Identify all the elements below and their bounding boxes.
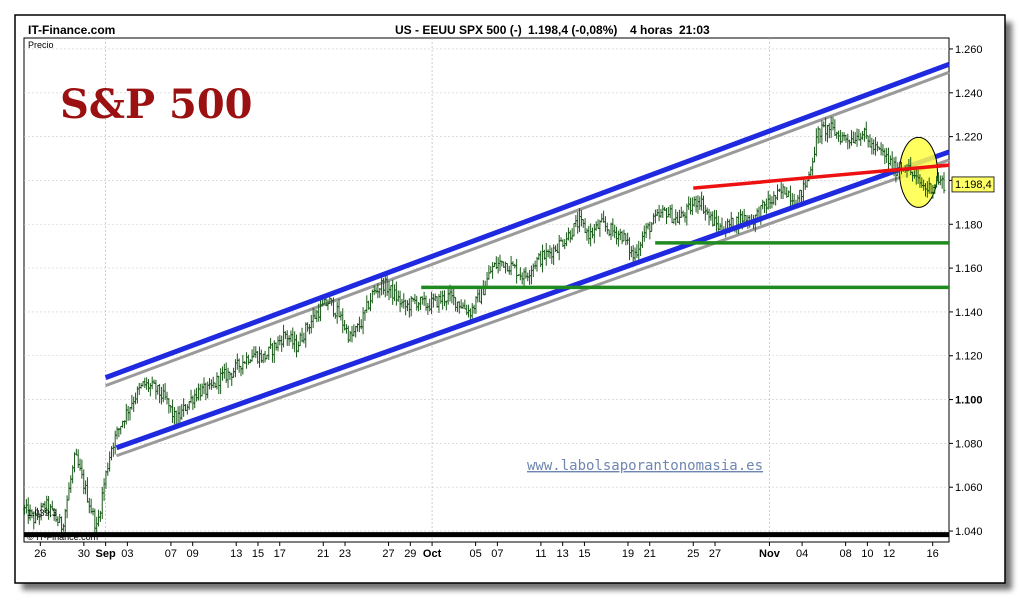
last-change-label: 1.198,4 (-0,08%) xyxy=(528,23,617,37)
resistance-line-top xyxy=(883,163,950,173)
y-tick-label: 1.260 xyxy=(955,44,983,56)
trend-line xyxy=(104,61,950,380)
x-tick-label: 19 xyxy=(622,548,634,560)
x-tick-label: 15 xyxy=(578,548,590,560)
x-tick-label: Oct xyxy=(423,548,442,560)
x-tick-label: 21 xyxy=(317,548,329,560)
trend-line xyxy=(115,149,950,451)
x-tick-label: 04 xyxy=(796,548,808,560)
y-tick-label: 1.160 xyxy=(955,263,983,275)
x-tick-label: Sep xyxy=(96,548,116,560)
x-tick-label: 08 xyxy=(839,548,851,560)
y-tick-label: 1.220 xyxy=(955,132,983,144)
time-label: 21:03 xyxy=(679,23,710,37)
panel-label: Precio xyxy=(28,40,54,50)
last-price-box xyxy=(951,176,995,193)
x-tick-label: 16 xyxy=(927,548,939,560)
copyright-label: © IT-Finance.com xyxy=(27,532,98,542)
x-tick-label: 12 xyxy=(883,548,895,560)
x-tick-label: 23 xyxy=(339,548,351,560)
x-tick-label: 15 xyxy=(252,548,264,560)
channel-shadow-line xyxy=(115,158,950,458)
x-tick-label: 29 xyxy=(404,548,416,560)
y-tick-label: 1.180 xyxy=(955,219,983,231)
x-tick-label: 27 xyxy=(382,548,394,560)
x-tick-label: 27 xyxy=(709,548,721,560)
big-title: S&P 500 xyxy=(60,81,253,128)
watermark-url: www.labolsaporantonomasia.es xyxy=(527,458,763,474)
y-tick-label: 1.080 xyxy=(955,438,983,450)
brand-label: IT-Finance.com xyxy=(28,23,115,37)
x-tick-label: 21 xyxy=(644,548,656,560)
x-tick-label: 10 xyxy=(861,548,873,560)
y-tick-label: 1.140 xyxy=(955,307,983,319)
x-axis-ticks: 26 30 Sep 03 07 09 13 15 17 21 23 27 29 Oct 05 07 11 13 15… xyxy=(34,542,939,560)
x-tick-label: 09 xyxy=(187,548,199,560)
last-price-label: 1.198,4 xyxy=(955,179,992,191)
channel-shadow-line xyxy=(105,70,950,388)
low-value-label: 1.039,3 xyxy=(27,508,57,518)
x-tick-label: 05 xyxy=(469,548,481,560)
x-tick-label: 07 xyxy=(165,548,177,560)
x-tick-label: 11 xyxy=(535,548,546,560)
y-tick-label: 1.040 xyxy=(955,526,983,538)
x-tick-label: Nov xyxy=(759,548,781,560)
y-tick-label: 1.120 xyxy=(955,351,983,363)
x-tick-label: 25 xyxy=(687,548,699,560)
x-tick-label: 30 xyxy=(78,548,90,560)
x-tick-label: 13 xyxy=(230,548,242,560)
y-tick-label: 1.240 xyxy=(955,88,983,100)
y-tick-label: 1.100 xyxy=(955,395,983,407)
timeframe-label: 4 horas xyxy=(630,23,673,37)
instrument-label: US - EEUU SPX 500 (-) xyxy=(395,23,522,37)
x-tick-label: 17 xyxy=(274,548,286,560)
price-bars xyxy=(23,116,890,537)
y-tick-label: 1.060 xyxy=(955,482,983,494)
x-tick-label: 03 xyxy=(121,548,133,560)
x-tick-label: 13 xyxy=(557,548,569,560)
channel-shadows xyxy=(105,70,950,458)
grid-lines xyxy=(24,38,949,542)
x-tick-label: 07 xyxy=(491,548,503,560)
x-tick-label: 26 xyxy=(34,548,46,560)
